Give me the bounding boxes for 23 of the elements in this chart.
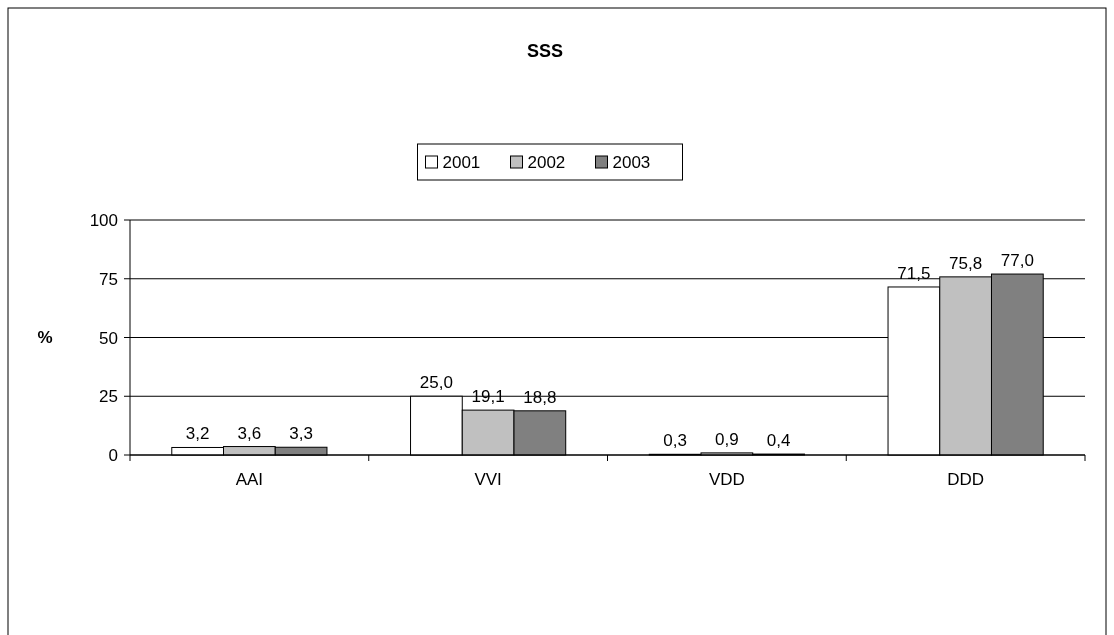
x-tick-label: DDD xyxy=(947,470,985,489)
data-label: 3,6 xyxy=(237,423,262,443)
x-tick-label: VDD xyxy=(708,470,745,489)
data-label: 0,3 xyxy=(663,431,687,451)
x-tick-label: AAI xyxy=(235,470,264,489)
x-tick-label: VVI xyxy=(474,470,502,489)
data-label: 75,8 xyxy=(949,253,983,273)
legend-label: 2003 xyxy=(612,153,651,172)
y-tick-label: 100 xyxy=(89,211,118,230)
y-axis-title: % xyxy=(37,328,53,347)
data-label: 77,0 xyxy=(1000,251,1034,271)
data-label: 3,2 xyxy=(185,424,210,444)
chart-title: SSS xyxy=(526,41,564,61)
legend-label: 2001 xyxy=(442,153,481,172)
data-label: 3,3 xyxy=(289,424,313,444)
y-tick-label: 75 xyxy=(99,269,118,289)
y-tick-label: 25 xyxy=(99,387,118,407)
data-label: 0,4 xyxy=(766,431,791,451)
data-label: 0,9 xyxy=(715,429,739,449)
legend-label: 2002 xyxy=(527,153,566,172)
y-tick-label: 50 xyxy=(99,328,118,348)
y-tick-label: 0 xyxy=(108,446,118,465)
data-label: 25,0 xyxy=(419,373,453,393)
